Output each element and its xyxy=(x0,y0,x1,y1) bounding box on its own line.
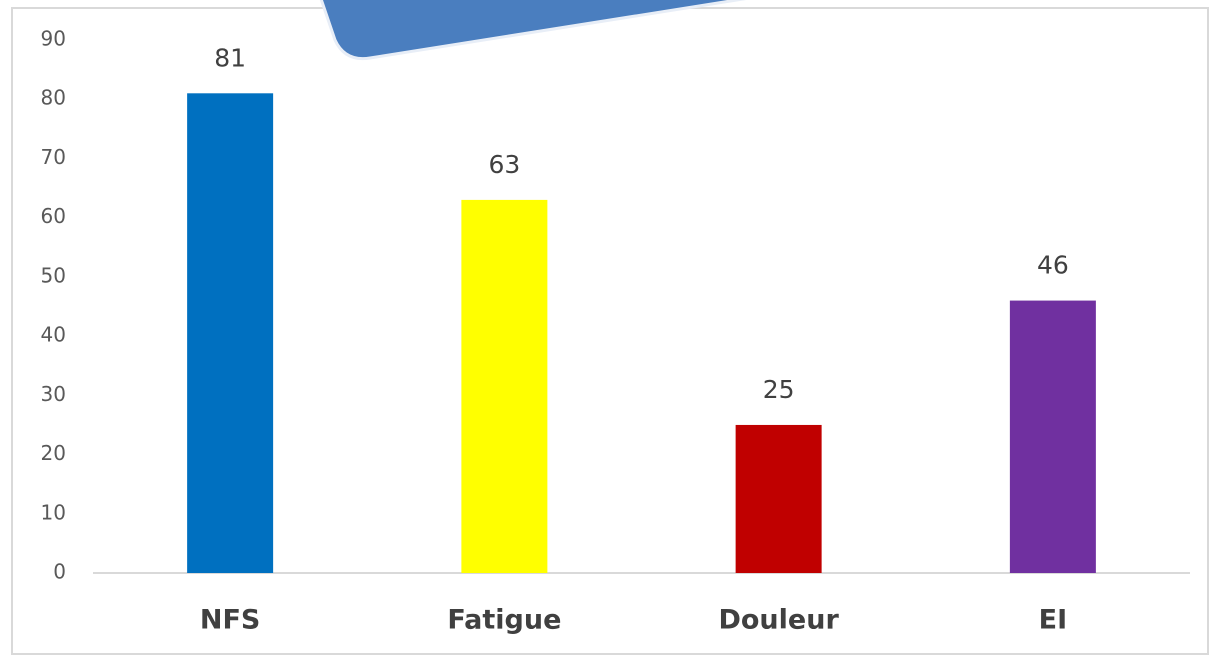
y-tick-label: 90 xyxy=(41,27,66,51)
x-tick-label: EI xyxy=(1039,605,1068,636)
bar xyxy=(461,199,548,573)
y-tick-label: 50 xyxy=(41,263,66,287)
x-tick-label: Fatigue xyxy=(447,605,561,636)
data-label: 25 xyxy=(763,375,795,404)
data-label: 46 xyxy=(1037,251,1069,280)
y-tick-label: 70 xyxy=(41,145,66,169)
y-tick-label: 10 xyxy=(41,500,66,524)
bar xyxy=(1009,300,1096,573)
callout-shape xyxy=(319,0,747,61)
y-tick-label: 80 xyxy=(41,86,66,110)
x-tick-label: NFS xyxy=(200,605,261,636)
x-tick-label: Douleur xyxy=(718,605,839,636)
data-label: 63 xyxy=(488,150,520,179)
y-tick-label: 40 xyxy=(41,323,66,347)
y-tick-label: 30 xyxy=(41,382,66,406)
y-tick-label: 60 xyxy=(41,204,66,228)
bar xyxy=(187,93,274,574)
y-tick-label: 20 xyxy=(41,441,66,465)
y-tick-label: 0 xyxy=(53,560,66,584)
data-label: 81 xyxy=(214,43,246,72)
bar xyxy=(735,424,822,573)
